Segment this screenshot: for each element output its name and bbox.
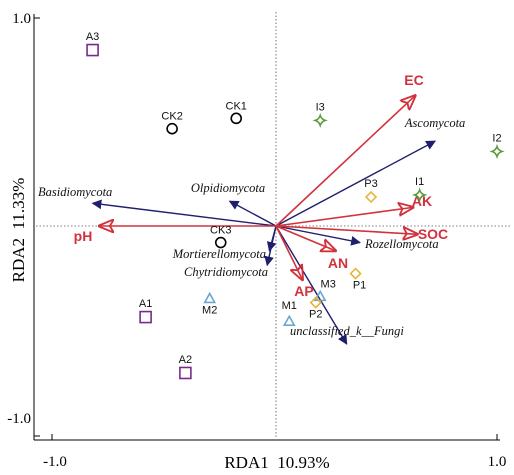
species-label-mortierellomycota: Mortierellomycota	[172, 247, 266, 261]
site-label-a1: A1	[139, 298, 152, 310]
site-label-p1: P1	[353, 280, 366, 292]
x-tick-label-left: -1.0	[43, 454, 67, 470]
site-label-m2: M2	[202, 304, 217, 316]
species-arrow-olpidiomycota	[228, 200, 277, 227]
y-tick-label-bottom: -1.0	[7, 411, 31, 427]
species-label-ascomycota: Ascomycota	[404, 116, 465, 130]
site-marker-i1	[411, 187, 428, 203]
env-arrow-an	[275, 225, 336, 251]
site-marker-p3	[364, 190, 378, 204]
env-arrow-ak	[275, 207, 413, 227]
env-label-ap: AP	[294, 283, 313, 299]
env-label-ph: pH	[74, 228, 93, 244]
site-marker-a3	[86, 43, 99, 57]
site-marker-m2	[203, 291, 217, 304]
env-arrow-soc	[275, 225, 417, 234]
site-label-a3: A3	[86, 31, 99, 43]
species-arrow-chytridiomycota	[264, 225, 277, 267]
site-marker-p1	[349, 267, 362, 280]
species-arrow-rozellomycota	[275, 225, 361, 246]
site-label-i1: I1	[415, 176, 424, 188]
y-tick-label-top: 1.0	[12, 11, 31, 27]
site-label-ck2: CK2	[161, 111, 182, 123]
site-marker-ck1	[230, 112, 243, 125]
site-label-m1: M1	[282, 300, 297, 312]
site-marker-ck3	[214, 236, 227, 249]
site-label-i2: I2	[492, 132, 501, 144]
site-label-p2: P2	[309, 309, 322, 321]
site-marker-p2	[309, 296, 322, 309]
species-arrow-unclassified-k-fungi	[275, 225, 348, 345]
site-marker-i2	[489, 143, 505, 160]
site-marker-a1	[139, 310, 152, 324]
species-label-rozellomycota: Rozellomycota	[364, 237, 439, 251]
env-label-ec: EC	[404, 72, 423, 88]
env-arrow-ec	[275, 96, 415, 227]
species-label-basidiomycota: Basidiomycota	[38, 185, 112, 199]
env-label-an: AN	[328, 255, 348, 271]
site-marker-m1	[282, 314, 296, 327]
site-label-m3: M3	[321, 278, 336, 290]
site-label-i3: I3	[316, 101, 325, 113]
site-label-ck1: CK1	[226, 100, 247, 112]
species-label-chytridiomycota: Chytridiomycota	[184, 265, 268, 279]
env-arrow-ap	[275, 225, 303, 280]
species-arrow-ascomycota	[275, 140, 436, 227]
x-axis-title: RDA1 10.93%	[224, 453, 329, 472]
site-marker-m3	[313, 289, 327, 302]
site-marker-ck2	[166, 122, 178, 135]
species-label-olpidiomycota: Olpidiomycota	[191, 181, 265, 195]
site-label-a2: A2	[179, 354, 192, 366]
site-label-ck3: CK3	[210, 225, 231, 237]
species-arrow-basidiomycota	[91, 199, 277, 227]
y-axis-title: RDA2 11.33%	[9, 178, 28, 283]
species-label-unclassified-k-fungi: unclassified_k__Fungi	[290, 324, 404, 338]
species-arrows: Ascomycota Basidiomycota Olpidiomycota Mort…	[38, 116, 465, 345]
env-label-soc: SOC	[418, 226, 448, 242]
site-marker-a2	[179, 366, 192, 380]
site-points: CK1 CK2 CK3 A1 A2 A3 M1 M2 M3 P1 P2 P3 I1 I2 I3	[86, 31, 505, 380]
site-label-p3: P3	[364, 178, 377, 190]
site-marker-i3	[312, 112, 328, 129]
x-tick-label-right: 1.0	[488, 454, 507, 470]
